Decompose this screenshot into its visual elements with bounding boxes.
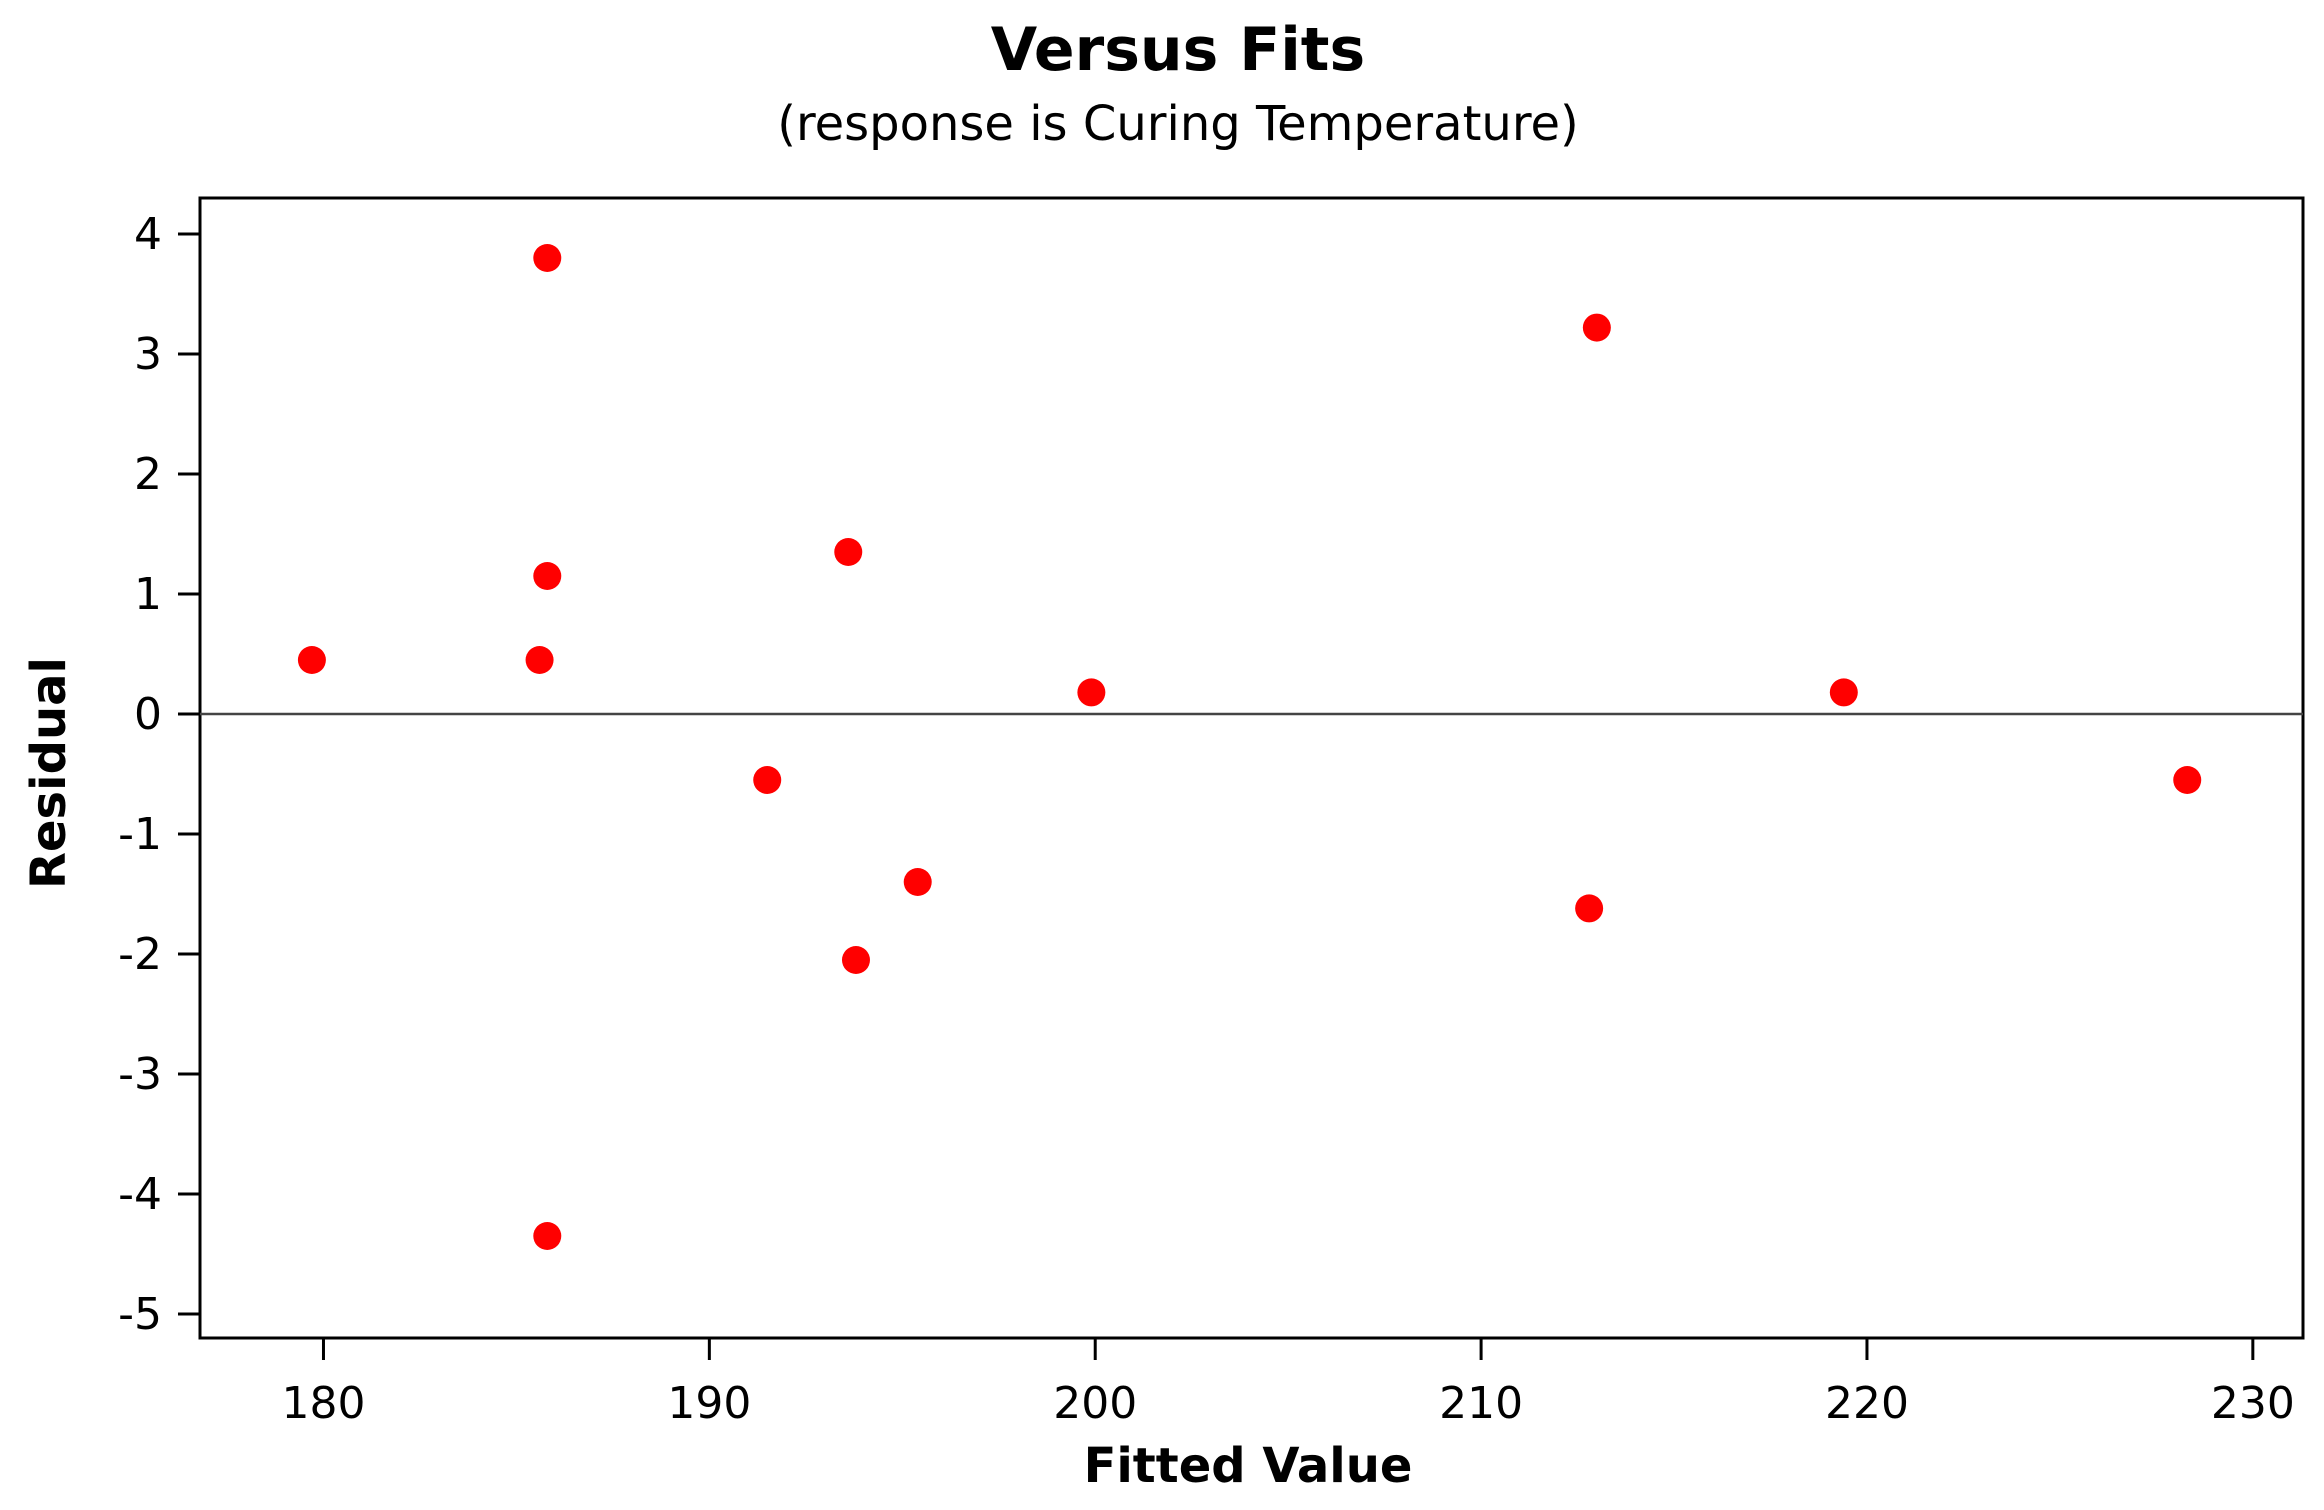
data-point — [2173, 766, 2202, 794]
data-point — [1829, 678, 1858, 707]
x-tick-label: 190 — [667, 1378, 751, 1429]
plot-area: -5 -4 -3 -2 -1 0 1 2 3 4 180 190 200 210 220 230 — [118, 196, 2305, 1429]
data-point — [1582, 313, 1611, 342]
plot-frame — [198, 196, 2305, 1340]
x-axis-ticks: 180 190 200 210 220 230 — [281, 1338, 2295, 1429]
y-tick-label: 2 — [134, 449, 162, 500]
data-point — [533, 562, 562, 590]
data-point — [525, 646, 554, 674]
x-tick-label: 230 — [2211, 1378, 2295, 1429]
y-axis-label: Residual — [21, 657, 77, 889]
x-tick-label: 180 — [281, 1378, 365, 1429]
x-axis-label: Fitted Value — [1084, 1438, 1413, 1494]
y-axis-ticks: -5 -4 -3 -2 -1 0 1 2 3 4 — [118, 209, 200, 1340]
y-tick-label: 1 — [134, 569, 162, 620]
y-tick-label: -5 — [118, 1289, 162, 1340]
chart-title: Versus Fits — [991, 15, 1365, 85]
data-point — [1575, 894, 1604, 923]
data-point — [297, 646, 326, 674]
x-tick-label: 200 — [1053, 1378, 1137, 1429]
x-tick-label: 210 — [1439, 1378, 1523, 1429]
data-point — [753, 766, 782, 794]
y-tick-label: -4 — [118, 1169, 162, 1220]
data-point — [533, 1222, 562, 1250]
data-point — [834, 538, 863, 566]
data-points — [297, 244, 2202, 1250]
x-tick-label: 220 — [1825, 1378, 1909, 1429]
y-tick-label: -1 — [118, 809, 162, 860]
y-tick-label: 4 — [134, 209, 162, 260]
data-point — [841, 946, 870, 974]
chart-subtitle: (response is Curing Temperature) — [777, 96, 1579, 152]
data-point — [1077, 678, 1106, 707]
y-tick-label: 0 — [134, 689, 162, 740]
y-tick-label: -3 — [118, 1049, 162, 1100]
data-point — [903, 868, 932, 896]
y-tick-label: 3 — [134, 329, 162, 380]
data-point — [533, 244, 562, 272]
y-tick-label: -2 — [118, 929, 162, 980]
